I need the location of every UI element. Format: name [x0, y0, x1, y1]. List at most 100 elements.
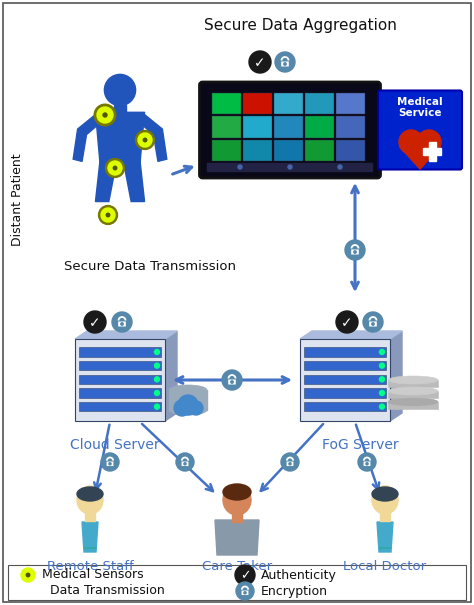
Bar [429, 142, 436, 161]
FancyBboxPatch shape [118, 321, 126, 327]
Circle shape [155, 390, 159, 396]
Ellipse shape [169, 385, 207, 395]
Text: ✓: ✓ [254, 56, 266, 70]
Bar [337, 140, 365, 161]
Bar [8, 565, 466, 600]
FancyBboxPatch shape [107, 462, 113, 466]
Text: Distant Patient: Distant Patient [11, 154, 25, 246]
Circle shape [275, 52, 295, 72]
Bar [306, 140, 335, 161]
Bar [306, 116, 335, 138]
Circle shape [121, 323, 123, 325]
Circle shape [189, 401, 203, 415]
Polygon shape [138, 114, 167, 162]
FancyBboxPatch shape [378, 91, 462, 169]
Circle shape [136, 131, 155, 149]
Bar [244, 116, 273, 138]
Bar [380, 508, 390, 521]
Circle shape [354, 251, 356, 253]
Bar [388, 391, 438, 398]
Ellipse shape [388, 387, 438, 395]
Bar [232, 510, 242, 522]
Ellipse shape [169, 395, 207, 405]
FancyBboxPatch shape [351, 249, 359, 255]
Text: FoG Server: FoG Server [322, 438, 398, 452]
Bar [212, 93, 241, 114]
Ellipse shape [372, 487, 398, 501]
Circle shape [184, 463, 186, 465]
Text: ✓: ✓ [240, 569, 250, 583]
Text: ✓: ✓ [341, 316, 353, 330]
Bar [306, 93, 335, 114]
Bar [244, 140, 273, 161]
Circle shape [106, 213, 110, 217]
Polygon shape [123, 162, 145, 201]
Bar [274, 116, 303, 138]
Text: Data Transmission: Data Transmission [50, 584, 165, 598]
Circle shape [84, 311, 106, 333]
Bar [274, 140, 303, 161]
Circle shape [338, 165, 342, 169]
Circle shape [363, 312, 383, 332]
Circle shape [101, 453, 119, 471]
Bar [304, 347, 386, 357]
Bar [169, 390, 207, 410]
Polygon shape [82, 522, 98, 552]
Circle shape [244, 592, 246, 594]
Circle shape [236, 582, 254, 600]
Ellipse shape [223, 485, 251, 515]
Circle shape [174, 400, 190, 416]
FancyBboxPatch shape [364, 462, 370, 466]
Circle shape [138, 133, 152, 147]
Circle shape [155, 377, 159, 382]
Bar [300, 339, 390, 421]
Circle shape [288, 165, 292, 169]
Bar [304, 374, 386, 384]
Ellipse shape [388, 398, 438, 406]
Circle shape [399, 130, 423, 154]
Bar [274, 93, 303, 114]
Ellipse shape [77, 486, 103, 514]
Circle shape [26, 574, 30, 577]
Ellipse shape [388, 398, 438, 406]
Circle shape [109, 463, 111, 465]
Polygon shape [95, 162, 117, 201]
Circle shape [104, 74, 136, 106]
Circle shape [155, 404, 159, 409]
Circle shape [417, 130, 441, 154]
Circle shape [103, 113, 107, 117]
Circle shape [249, 51, 271, 73]
Circle shape [380, 390, 384, 396]
Bar [212, 140, 241, 161]
Circle shape [106, 159, 125, 177]
Circle shape [222, 370, 242, 390]
Bar [304, 388, 386, 397]
Polygon shape [390, 331, 402, 421]
Circle shape [155, 350, 159, 355]
Text: Remote Staff: Remote Staff [46, 560, 133, 573]
Circle shape [21, 568, 35, 582]
Polygon shape [377, 522, 393, 552]
FancyBboxPatch shape [287, 462, 293, 466]
FancyBboxPatch shape [182, 462, 189, 466]
Bar [212, 116, 241, 138]
Bar [423, 148, 441, 155]
Ellipse shape [169, 405, 207, 415]
Ellipse shape [372, 486, 398, 514]
Circle shape [380, 350, 384, 355]
Bar [388, 380, 438, 387]
Bar [79, 374, 161, 384]
Bar [304, 361, 386, 370]
Circle shape [366, 463, 368, 465]
Bar [337, 116, 365, 138]
Polygon shape [70, 520, 110, 552]
Circle shape [176, 453, 194, 471]
Bar [79, 388, 161, 397]
Circle shape [112, 312, 132, 332]
FancyBboxPatch shape [242, 590, 248, 595]
Circle shape [99, 206, 118, 224]
Circle shape [380, 377, 384, 382]
Text: Secure Data Aggregation: Secure Data Aggregation [203, 18, 396, 33]
Polygon shape [95, 113, 145, 163]
Ellipse shape [388, 376, 438, 384]
